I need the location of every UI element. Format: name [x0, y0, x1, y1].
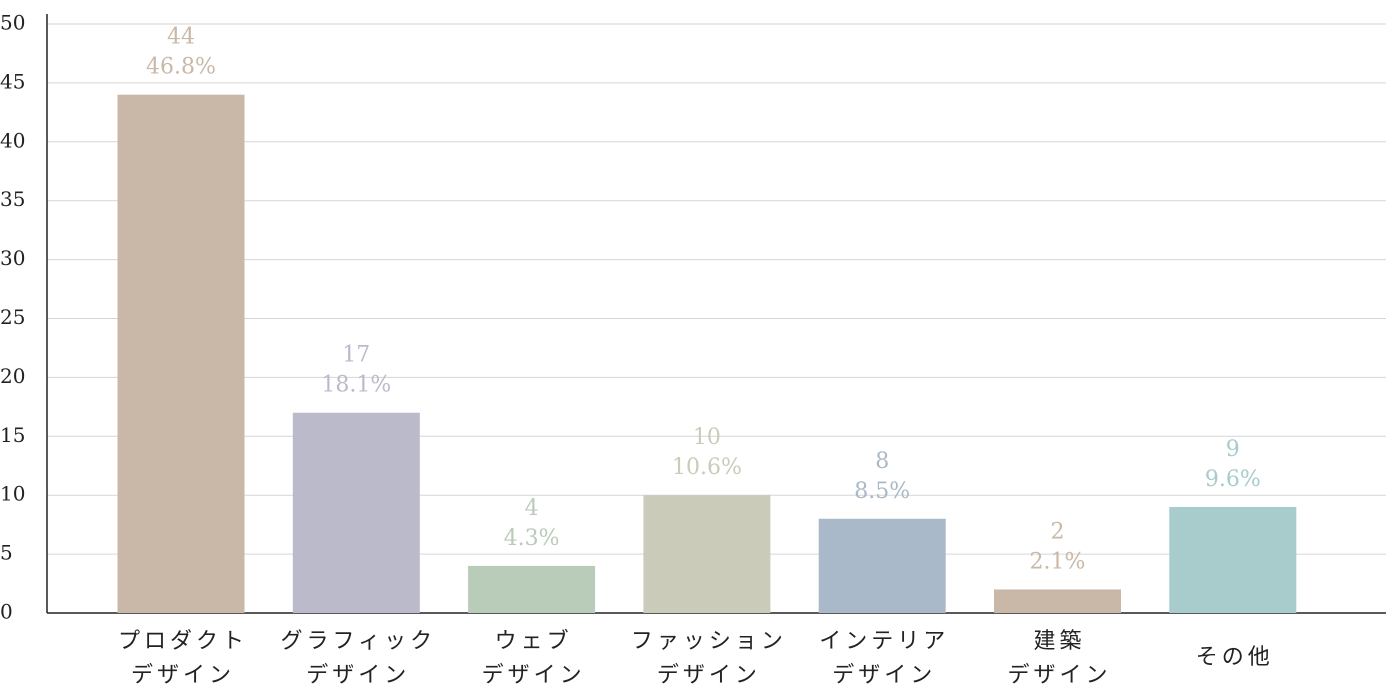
y-tick-label: 25 [0, 305, 25, 329]
y-tick-label: 15 [0, 423, 25, 447]
y-tick-label: 50 [0, 11, 25, 35]
percent-label: 46.8% [146, 55, 216, 80]
x-tick-label: ウェブ [495, 629, 573, 654]
y-tick-label: 45 [0, 69, 25, 93]
x-tick-label: デザイン [657, 663, 761, 688]
value-label: 2 [1051, 519, 1065, 544]
percent-label: 9.6% [1205, 467, 1261, 492]
value-label: 8 [875, 449, 889, 474]
value-label: 4 [525, 496, 539, 521]
value-label: 9 [1226, 437, 1240, 462]
x-tick-label: デザイン [1007, 663, 1111, 688]
y-tick-label: 5 [0, 541, 13, 565]
y-tick-label: 30 [0, 246, 25, 270]
x-tick-label: プロダクト [118, 629, 248, 654]
bar [1169, 506, 1297, 613]
bar [818, 518, 946, 613]
value-label: 17 [342, 343, 370, 368]
percent-label: 2.1% [1030, 549, 1086, 574]
y-tick-label: 40 [0, 128, 25, 152]
x-tick-label: デザイン [832, 663, 936, 688]
percent-label: 10.6% [672, 455, 742, 480]
x-tick-label: デザイン [482, 663, 586, 688]
x-tick-label: デザイン [131, 663, 235, 688]
bar [117, 94, 245, 614]
value-label: 44 [167, 25, 195, 50]
x-tick-label: グラフィック [281, 629, 437, 654]
x-tick-label: 建築 [1033, 629, 1085, 654]
percent-label: 8.5% [854, 479, 910, 504]
x-tick-label: その他 [1196, 645, 1274, 670]
y-tick-label: 10 [0, 482, 25, 506]
bar [643, 495, 771, 613]
y-tick-label: 35 [0, 187, 25, 211]
x-tick-label: ファッション [631, 629, 787, 654]
bar [994, 589, 1121, 613]
bar [292, 412, 420, 613]
x-tick-label: デザイン [306, 663, 410, 688]
value-label: 10 [693, 425, 721, 450]
y-tick-label: 0 [0, 600, 13, 624]
y-tick-label: 20 [0, 364, 25, 388]
x-tick-label: インテリア [819, 629, 949, 654]
percent-label: 18.1% [321, 373, 391, 398]
bar [468, 565, 596, 613]
percent-label: 4.3% [504, 526, 560, 551]
